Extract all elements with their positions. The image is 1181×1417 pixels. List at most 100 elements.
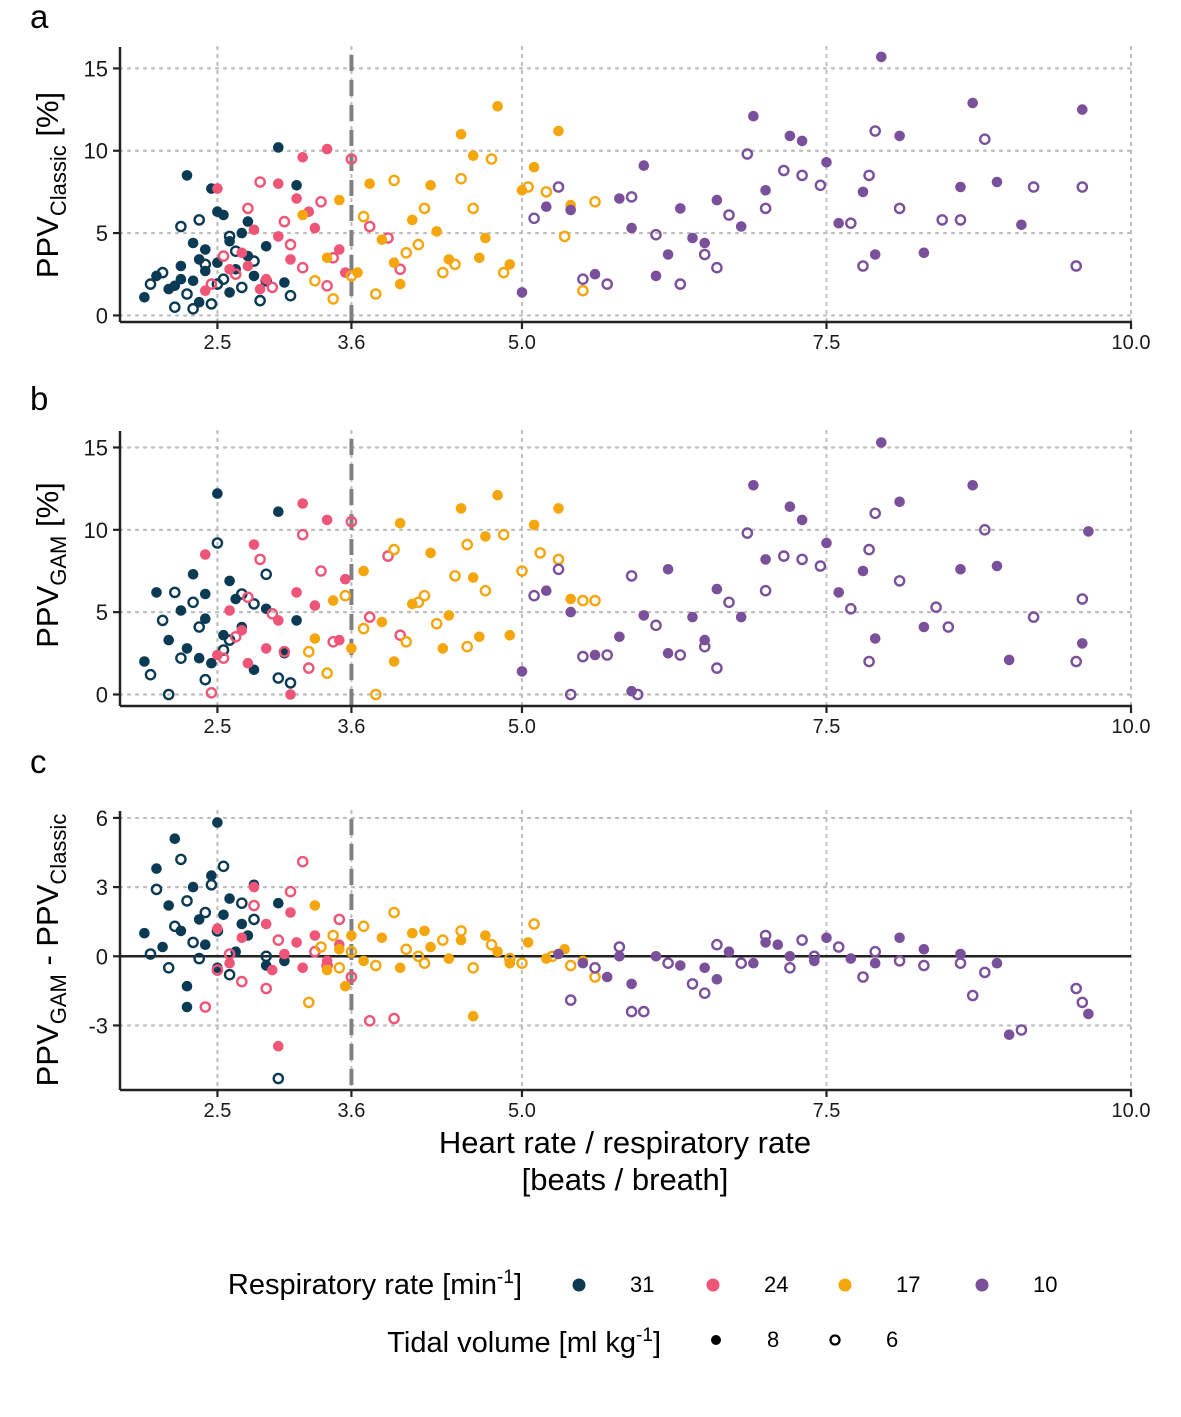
data-point-rr10-tv6 (778, 550, 790, 562)
data-point-rr24-tv8 (267, 964, 278, 976)
data-point-rr17-tv6 (412, 950, 425, 963)
data-point-rr10-tv6 (759, 584, 772, 597)
data-point-rr17-tv6 (534, 547, 547, 559)
data-point-rr31-tv8 (236, 227, 248, 239)
data-point-rr31-tv6 (187, 596, 199, 609)
data-point-rr31-tv8 (157, 941, 168, 953)
data-point-rr17-tv6 (455, 172, 467, 185)
data-point-rr17-tv6 (455, 925, 467, 937)
data-point-rr31-tv8 (151, 863, 162, 874)
data-point-rr31-tv8 (163, 634, 174, 646)
data-point-rr17-tv6 (479, 584, 492, 597)
data-point-rr10-tv6 (1027, 611, 1040, 623)
data-point-rr24-tv6 (321, 279, 333, 292)
data-point-rr24-tv6 (254, 553, 266, 566)
data-point-rr24-tv6 (394, 629, 407, 642)
data-point-rr31-tv6 (199, 673, 212, 686)
data-point-rr31-tv8 (248, 270, 260, 282)
data-point-rr10-tv6 (759, 929, 772, 942)
data-point-rr31-tv6 (235, 281, 248, 294)
data-point-rr10-tv6 (954, 957, 967, 970)
data-point-rr10-tv6 (863, 655, 875, 668)
data-point-rr10-tv6 (1027, 181, 1040, 193)
data-point-rr17-tv6 (577, 284, 589, 297)
data-point-rr24-tv6 (315, 565, 327, 577)
data-point-rr10-tv6 (893, 955, 906, 967)
data-point-rr17-tv6 (522, 181, 534, 193)
data-point-rr17-tv6 (309, 274, 321, 287)
legend-respiratory-rate-items: 31 24 17 10 (572, 1272, 1057, 1297)
data-point-rr10-tv6 (1076, 996, 1089, 1009)
data-point-rr31-tv6 (272, 672, 285, 684)
data-point-rr24-tv6 (242, 202, 254, 215)
data-point-rr24-tv8 (297, 962, 309, 974)
data-point-rr24-tv6 (315, 195, 327, 208)
data-point-rr17-tv6 (388, 174, 400, 187)
data-point-rr31-tv8 (181, 170, 193, 181)
data-point-rr10-tv8 (1083, 1008, 1094, 1020)
data-point-rr24-tv6 (266, 281, 279, 294)
x-tick-label: 2.5 (204, 716, 232, 738)
legend-swatch-rr-10 (975, 1278, 989, 1292)
data-point-rr31-tv8 (139, 927, 150, 939)
data-point-rr31-tv6 (211, 278, 224, 290)
data-point-rr17-tv8 (480, 930, 491, 941)
data-point-rr17-tv8 (565, 593, 576, 605)
data-point-rr17-tv8 (480, 232, 491, 244)
data-point-rr24-tv6 (242, 591, 254, 604)
data-point-rr10-tv8 (918, 621, 930, 633)
data-point-rr10-tv6 (796, 169, 808, 182)
legend-label-tv-6: 6 (886, 1327, 898, 1352)
data-point-rr10-tv8 (918, 944, 930, 955)
data-point-rr10-tv8 (955, 564, 966, 575)
data-point-rr10-tv6 (698, 248, 711, 261)
data-point-rr17-tv8 (492, 101, 503, 112)
legend-label-rr-10: 10 (1033, 1272, 1057, 1297)
data-point-rr31-tv6 (193, 621, 205, 633)
panel-letter-a: a (30, 0, 49, 35)
data-point-rr10-tv6 (1076, 593, 1089, 605)
data-point-rr31-tv8 (206, 657, 217, 669)
data-point-rr31-tv8 (200, 244, 211, 255)
data-point-rr10-tv8 (516, 666, 528, 677)
data-point-rr10-tv8 (955, 181, 966, 193)
data-point-rr24-tv6 (205, 278, 218, 290)
data-point-rr10-tv8 (735, 611, 747, 623)
data-point-rr10-tv6 (942, 621, 955, 633)
data-point-rr24-tv6 (278, 215, 291, 228)
data-point-rr17-tv8 (309, 900, 321, 911)
data-point-rr17-tv8 (431, 226, 443, 237)
data-point-rr31-tv6 (162, 688, 175, 701)
data-point-rr10-tv6 (564, 994, 577, 1006)
data-point-rr17-tv6 (497, 528, 510, 541)
data-point-rr17-tv6 (357, 210, 370, 223)
data-point-rr31-tv6 (199, 258, 212, 271)
data-point-rr10-tv8 (711, 194, 723, 206)
data-point-rr10-tv8 (796, 135, 808, 147)
data-point-rr24-tv8 (212, 183, 223, 194)
data-point-rr17-tv6 (577, 594, 589, 607)
data-point-rr17-tv6 (552, 553, 565, 566)
data-point-rr17-tv6 (345, 270, 358, 282)
data-point-rr31-tv8 (151, 587, 162, 598)
data-point-rr10-tv8 (589, 268, 601, 280)
data-point-rr17-tv8 (443, 953, 455, 964)
data-point-rr17-tv6 (430, 617, 443, 630)
data-point-rr10-tv6 (814, 179, 827, 192)
data-point-rr10-tv6 (741, 148, 754, 160)
data-point-rr24-tv8 (242, 260, 254, 272)
data-point-rr10-tv6 (577, 650, 589, 663)
data-point-rr31-tv6 (168, 920, 181, 933)
data-point-rr17-tv8 (467, 1010, 479, 1022)
data-point-rr17-tv6 (418, 957, 431, 970)
data-point-rr24-tv6 (211, 964, 224, 976)
data-point-rr24-tv6 (272, 934, 285, 946)
data-point-rr24-tv8 (340, 573, 351, 585)
data-point-rr17-tv6 (516, 565, 528, 577)
data-point-rr31-tv8 (181, 980, 193, 992)
data-point-rr17-tv8 (553, 503, 564, 514)
data-point-rr24-tv6 (266, 608, 279, 620)
data-point-rr10-tv8 (675, 203, 686, 214)
data-point-rr24-tv6 (327, 636, 340, 648)
data-point-rr31-tv8 (175, 273, 187, 285)
